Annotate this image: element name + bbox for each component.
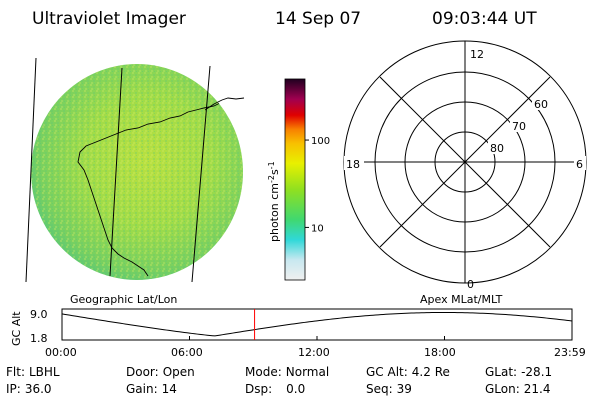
- mlt-label-18: 18: [346, 158, 360, 171]
- instrument-title: Ultraviolet Imager: [32, 9, 186, 29]
- status-glon: GLon: 21.4: [485, 382, 550, 396]
- status-gc-alt: GC Alt: 4.2 Re: [366, 365, 450, 379]
- status-dsp-value: 0.0: [286, 382, 305, 396]
- colorbar-label-sup1: -2: [267, 175, 276, 183]
- status-gc-alt-value: 4.2 Re: [412, 365, 450, 379]
- timeline-xticks: [61, 336, 573, 340]
- timeline-xtick-2: 12:00: [298, 346, 330, 359]
- date-label: 14 Sep 07: [275, 9, 361, 29]
- gc-alt-curve: [61, 311, 573, 337]
- status-dsp: Dsp: 0.0: [245, 382, 305, 396]
- timeline-xtick-3: 18:00: [424, 346, 456, 359]
- timeline-ylabel: GC Alt: [10, 311, 23, 346]
- mlat-label-60: 60: [534, 98, 548, 111]
- status-gain-value: 14: [162, 382, 177, 396]
- coastline-africa: [77, 97, 243, 277]
- status-ip: IP: 36.0: [6, 382, 52, 396]
- altitude-timeline: GC Alt 9.0 1.8 00:00 06:00 12:00 18:00 2…: [10, 308, 586, 359]
- mlt-label-0: 0: [467, 278, 474, 291]
- right-panel-title: Apex MLat/MLT: [420, 293, 503, 306]
- polar-diag-2: [379, 76, 551, 248]
- polar-labels: 12 18 6 0 60 70 80: [344, 46, 586, 291]
- colorbar-tick-label: 10: [311, 223, 324, 234]
- colorbar-tick-label: 100: [311, 136, 330, 147]
- status-footer: Flt: LBHL Door: Open Mode: Normal GC Alt: 4.…: [6, 365, 552, 396]
- mlat-label-70: 70: [512, 120, 526, 133]
- status-glat-value: -28.1: [521, 365, 552, 379]
- status-ip-value: 36.0: [25, 382, 52, 396]
- colorbar-label-sup2: -1: [267, 161, 276, 169]
- uv-noise-texture: [31, 64, 243, 280]
- status-glon-value: 21.4: [524, 382, 551, 396]
- longitude-line-3: [191, 65, 211, 283]
- timeline-ytick-top: 9.0: [30, 308, 48, 321]
- status-seq-value: 39: [397, 382, 412, 396]
- coastline-overshoot: [204, 97, 245, 111]
- status-gain: Gain: 14: [126, 382, 177, 396]
- status-flt: Flt: LBHL: [6, 365, 60, 379]
- mlat-label-80: 80: [490, 142, 504, 155]
- timeline-xtick-1: 06:00: [171, 346, 203, 359]
- colorbar-ticks: 100 10: [305, 136, 330, 234]
- status-door-value: Open: [163, 365, 195, 379]
- mlt-label-12: 12: [470, 48, 484, 61]
- status-door: Door: Open: [126, 365, 195, 379]
- longitude-line-2: [109, 67, 123, 277]
- status-flt-value: LBHL: [29, 365, 60, 379]
- uv-image-panel: [25, 57, 245, 283]
- polar-mlat-mlt-plot: [343, 40, 587, 284]
- colorbar: 100 10 photon cm-2s-1: [267, 78, 330, 281]
- status-seq: Seq: 39: [366, 382, 412, 396]
- status-glat: GLat: -28.1: [485, 365, 552, 379]
- timeline-ytick-bottom: 1.8: [30, 332, 48, 345]
- colorbar-label-mid: s: [268, 169, 281, 175]
- timeline-xtick-4: 23:59: [554, 346, 586, 359]
- timeline-xtick-0: 00:00: [45, 346, 77, 359]
- colorbar-label: photon cm-2s-1: [267, 161, 281, 242]
- status-mode: Mode: Normal: [245, 365, 329, 379]
- status-mode-value: Normal: [286, 365, 329, 379]
- longitude-line-1: [25, 57, 37, 283]
- colorbar-gradient: [284, 78, 306, 281]
- coastline-overlay: [77, 97, 243, 277]
- time-label: 09:03:44 UT: [432, 9, 537, 29]
- mlt-label-6: 6: [576, 158, 583, 171]
- left-panel-title: Geographic Lat/Lon: [70, 293, 177, 306]
